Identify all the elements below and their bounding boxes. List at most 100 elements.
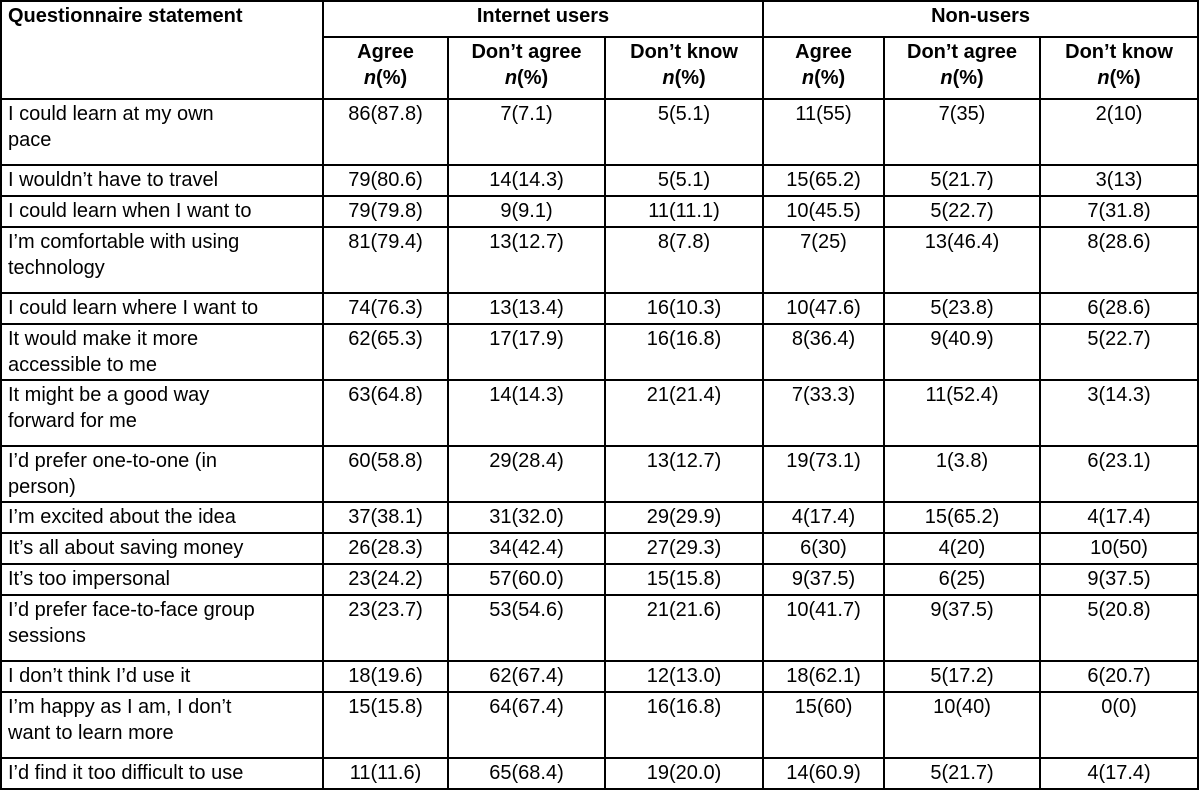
nonusers-agree-cell: 19(73.1) (762, 445, 886, 503)
internet-dont-agree-cell: 34(42.4) (447, 532, 606, 565)
nonusers-dont-know-cell: 8(28.6) (1039, 226, 1199, 294)
nonusers-agree-cell: 7(33.3) (762, 379, 886, 447)
nonusers-dont-know-cell: 6(23.1) (1039, 445, 1199, 503)
table-row: It’s all about saving money 26(28.3) 34(42… (0, 532, 1199, 565)
table-row: I wouldn’t have to travel 79(80.6) 14(14.3… (0, 164, 1199, 197)
response-label: Agree (795, 41, 852, 63)
nonusers-agree-cell: 10(47.6) (762, 292, 886, 325)
statement-cell: It’s too impersonal (0, 563, 324, 596)
nonusers-dont-agree-cell: 5(23.8) (883, 292, 1042, 325)
internet-agree-cell: 15(15.8) (322, 691, 449, 759)
subheader-internet-dont-know: Don’t know n(%) (603, 36, 765, 100)
nonusers-agree-cell: 14(60.9) (762, 757, 886, 790)
subheader-nonusers-dont-agree: Don’t agree n(%) (883, 36, 1042, 100)
internet-dont-know-cell: 15(15.8) (603, 563, 765, 596)
nonusers-dont-know-cell: 6(20.7) (1039, 660, 1199, 693)
nonusers-dont-agree-cell: 11(52.4) (883, 379, 1042, 447)
internet-agree-cell: 62(65.3) (322, 323, 449, 381)
table-row: It’s too impersonal 23(24.2) 57(60.0) 15(15… (0, 563, 1199, 596)
internet-dont-agree-cell: 7(7.1) (447, 98, 606, 166)
nonusers-dont-agree-cell: 6(25) (883, 563, 1042, 596)
statement-cell: I wouldn’t have to travel (0, 164, 324, 197)
nonusers-dont-agree-cell: 5(21.7) (883, 757, 1042, 790)
group-header-internet-users: Internet users (321, 0, 765, 38)
statement-cell: It’s all about saving money (0, 532, 324, 565)
internet-agree-cell: 63(64.8) (322, 379, 449, 447)
internet-dont-agree-cell: 57(60.0) (447, 563, 606, 596)
n-percent-label: n(%) (940, 67, 984, 89)
nonusers-dont-agree-cell: 5(21.7) (883, 164, 1042, 197)
nonusers-dont-know-cell: 3(14.3) (1039, 379, 1199, 447)
nonusers-dont-agree-cell: 13(46.4) (883, 226, 1042, 294)
internet-dont-agree-cell: 13(12.7) (447, 226, 606, 294)
internet-dont-know-cell: 11(11.1) (603, 195, 765, 228)
statement-cell: I’m happy as I am, I don’t want to learn… (0, 691, 324, 759)
statement-cell: I’d prefer face-to-face group sessions (0, 594, 324, 662)
statement-cell: It would make it more accessible to me (0, 323, 324, 381)
statement-cell: I’m comfortable with using technology (0, 226, 324, 294)
statement-cell: I could learn when I want to (0, 195, 324, 228)
table-row: I could learn where I want to 74(76.3) 13(… (0, 292, 1199, 325)
internet-dont-agree-cell: 9(9.1) (447, 195, 606, 228)
nonusers-dont-agree-cell: 15(65.2) (883, 501, 1042, 534)
n-percent-label: n(%) (801, 67, 846, 89)
nonusers-dont-know-cell: 6(28.6) (1039, 292, 1199, 325)
statement-cell: I could learn at my own pace (0, 98, 324, 166)
table-row: I’m comfortable with using technology 81(… (0, 226, 1199, 294)
nonusers-dont-know-cell: 10(50) (1039, 532, 1199, 565)
response-label: Don’t know (1065, 41, 1173, 63)
nonusers-dont-agree-cell: 7(35) (883, 98, 1042, 166)
statement-cell: I don’t think I’d use it (0, 660, 324, 693)
internet-dont-know-cell: 13(12.7) (603, 445, 765, 503)
table-row: I could learn at my own pace 86(87.8) 7(7.… (0, 98, 1199, 166)
nonusers-dont-know-cell: 4(17.4) (1039, 757, 1199, 790)
nonusers-dont-know-cell: 9(37.5) (1039, 563, 1199, 596)
internet-dont-know-cell: 8(7.8) (603, 226, 765, 294)
statement-cell: I’m excited about the idea (0, 501, 324, 534)
nonusers-dont-agree-cell: 9(37.5) (883, 594, 1042, 662)
nonusers-agree-cell: 6(30) (762, 532, 886, 565)
nonusers-agree-cell: 15(60) (762, 691, 886, 759)
internet-agree-cell: 81(79.4) (322, 226, 449, 294)
table-row: I don’t think I’d use it 18(19.6) 62(67.4)… (0, 660, 1199, 693)
internet-agree-cell: 11(11.6) (322, 757, 449, 790)
subheader-internet-dont-agree: Don’t agree n(%) (447, 36, 606, 100)
response-label: Don’t know (630, 41, 738, 63)
n-percent-label: n(%) (1097, 67, 1141, 89)
statement-cell: It might be a good way forward for me (0, 379, 324, 447)
internet-agree-cell: 23(23.7) (322, 594, 449, 662)
table-row: I’d prefer face-to-face group sessions 23… (0, 594, 1199, 662)
internet-dont-know-cell: 5(5.1) (603, 164, 765, 197)
statement-cell: I’d find it too difficult to use (0, 757, 324, 790)
internet-dont-agree-cell: 31(32.0) (447, 501, 606, 534)
internet-agree-cell: 79(80.6) (322, 164, 449, 197)
n-percent-label: n(%) (363, 67, 408, 89)
statement-cell: I could learn where I want to (0, 292, 324, 325)
internet-dont-agree-cell: 65(68.4) (447, 757, 606, 790)
subheader-nonusers-dont-know: Don’t know n(%) (1039, 36, 1199, 100)
internet-dont-know-cell: 16(16.8) (603, 323, 765, 381)
n-percent-label: n(%) (662, 67, 706, 89)
nonusers-dont-agree-cell: 9(40.9) (883, 323, 1042, 381)
nonusers-agree-cell: 8(36.4) (762, 323, 886, 381)
table-row: I’m excited about the idea 37(38.1) 31(32.… (0, 501, 1199, 534)
internet-dont-know-cell: 29(29.9) (603, 501, 765, 534)
internet-dont-know-cell: 16(16.8) (603, 691, 765, 759)
response-label: Don’t agree (907, 41, 1018, 63)
subheader-internet-agree: Agree n(%) (322, 36, 449, 100)
internet-agree-cell: 23(24.2) (322, 563, 449, 596)
nonusers-dont-know-cell: 0(0) (1039, 691, 1199, 759)
nonusers-agree-cell: 18(62.1) (762, 660, 886, 693)
internet-dont-agree-cell: 17(17.9) (447, 323, 606, 381)
group-header-row: Questionnaire statement Internet users N… (0, 0, 1199, 100)
nonusers-dont-agree-cell: 1(3.8) (883, 445, 1042, 503)
nonusers-dont-agree-cell: 10(40) (883, 691, 1042, 759)
internet-dont-know-cell: 19(20.0) (603, 757, 765, 790)
internet-dont-know-cell: 27(29.3) (603, 532, 765, 565)
internet-agree-cell: 18(19.6) (322, 660, 449, 693)
nonusers-agree-cell: 4(17.4) (762, 501, 886, 534)
nonusers-agree-cell: 15(65.2) (762, 164, 886, 197)
nonusers-agree-cell: 10(41.7) (762, 594, 886, 662)
